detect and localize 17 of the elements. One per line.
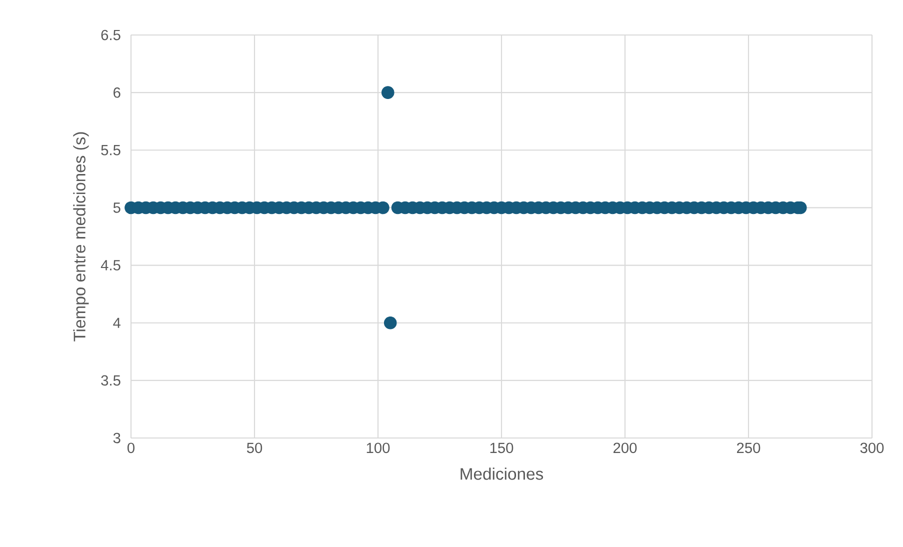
x-tick-label: 0 (127, 442, 134, 454)
x-tick-label: 100 (366, 442, 390, 454)
x-tick-label: 300 (860, 442, 884, 454)
x-tick-label: 150 (490, 442, 514, 454)
x-tick-label: 200 (614, 442, 637, 454)
y-tick-label: 5.5 (101, 145, 120, 156)
y-tick-label: 5 (113, 202, 120, 213)
y-tick-label: 6.5 (101, 30, 120, 40)
x-tick-label: 250 (737, 442, 760, 454)
y-tick-label: 4 (113, 318, 121, 328)
y-tick-label: 3.5 (101, 375, 120, 386)
y-tick-label: 4.5 (100, 260, 120, 270)
y-axis-title: Tiempo entre mediciones (s) (73, 132, 89, 342)
x-tick-label: 50 (246, 442, 262, 454)
y-tick-label: 6 (114, 87, 120, 98)
y-tick-label: 3 (113, 432, 120, 444)
x-axis-title: Mediciones (460, 468, 544, 480)
